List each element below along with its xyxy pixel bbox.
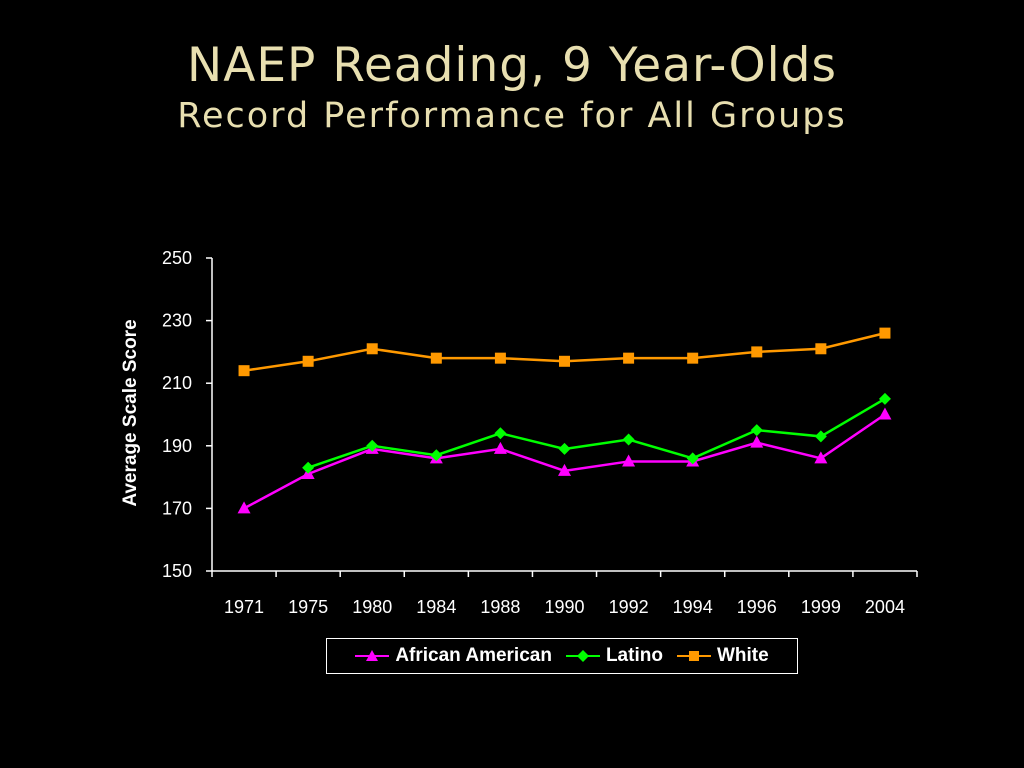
- series-line-latino: [307, 397, 886, 469]
- data-point-african-american: [878, 407, 892, 420]
- legend-swatch-latino: [565, 650, 600, 662]
- y-tick-label: 230: [162, 311, 192, 331]
- legend-label-latino: Latino: [605, 645, 663, 666]
- y-axis-title: Average Scale Score: [120, 319, 141, 506]
- legend-swatch-african-american: [355, 650, 390, 661]
- data-point-white: [430, 352, 442, 364]
- data-point-white: [366, 343, 378, 355]
- data-point-latino: [430, 449, 443, 462]
- y-ticks: 150 170 190 210 230 250: [162, 248, 212, 581]
- x-tick-label: 1984: [416, 597, 456, 617]
- series-african-american: [237, 407, 892, 514]
- y-tick-label: 190: [162, 436, 192, 456]
- x-tick-label: 1975: [288, 597, 328, 617]
- series-layer: [237, 327, 892, 514]
- data-point-white: [238, 365, 250, 377]
- x-tick-label: 1988: [480, 597, 520, 617]
- data-point-african-american: [750, 435, 764, 448]
- legend-label-african-american: African American: [395, 645, 552, 666]
- data-point-latino: [302, 461, 315, 474]
- data-point-african-american: [622, 454, 636, 467]
- slide-title: NAEP Reading, 9 Year-Olds: [187, 38, 837, 93]
- legend-item-white: White: [676, 645, 769, 667]
- data-point-african-american: [558, 463, 571, 476]
- y-tick-label: 250: [162, 248, 192, 268]
- data-point-latino: [366, 439, 379, 452]
- data-point-latino: [814, 430, 827, 443]
- data-point-latino: [622, 433, 635, 446]
- x-tick-label: 1999: [801, 597, 841, 617]
- data-point-latino: [494, 427, 507, 440]
- legend: African American Latino White: [326, 638, 798, 674]
- x-ticks: 1971 1975 1980 1984 1988 1990 1992 1994 1996 1999…: [211, 571, 918, 617]
- x-tick-label: 1971: [224, 597, 264, 617]
- data-point-latino: [878, 392, 891, 405]
- x-tick-label: 2004: [865, 597, 905, 617]
- series-line-african-american: [243, 413, 886, 510]
- y-tick-label: 150: [162, 561, 192, 581]
- x-tick-label: 1990: [544, 597, 584, 617]
- legend-item-african-american: African American: [355, 645, 552, 667]
- data-point-white: [879, 327, 891, 339]
- legend-label-white: White: [716, 645, 769, 666]
- x-tick-label: 1992: [609, 597, 649, 617]
- data-point-white: [751, 346, 763, 358]
- legend-swatch-white: [676, 651, 711, 661]
- y-tick-label: 210: [162, 373, 192, 393]
- slide-subtitle: Record Performance for All Groups: [177, 96, 847, 136]
- series-latino: [302, 392, 891, 474]
- data-point-african-american: [493, 441, 507, 454]
- data-point-latino: [686, 452, 699, 465]
- data-point-african-american: [814, 451, 828, 464]
- y-tick-label: 170: [162, 498, 192, 518]
- x-tick-label: 1994: [673, 597, 713, 617]
- x-tick-label: 1980: [352, 597, 392, 617]
- data-point-latino: [558, 442, 571, 455]
- series-white: [238, 327, 891, 377]
- legend-item-latino: Latino: [565, 645, 663, 667]
- title-block: NAEP Reading, 9 Year-Olds Record Perform…: [0, 38, 1024, 138]
- x-tick-label: 1996: [737, 597, 777, 617]
- data-point-white: [687, 352, 699, 364]
- data-point-white: [302, 355, 314, 367]
- data-point-african-american: [237, 501, 251, 514]
- data-point-latino: [750, 424, 763, 437]
- data-point-white: [559, 355, 570, 367]
- data-point-white: [623, 352, 635, 364]
- data-point-white: [815, 343, 827, 355]
- data-point-white: [494, 352, 506, 364]
